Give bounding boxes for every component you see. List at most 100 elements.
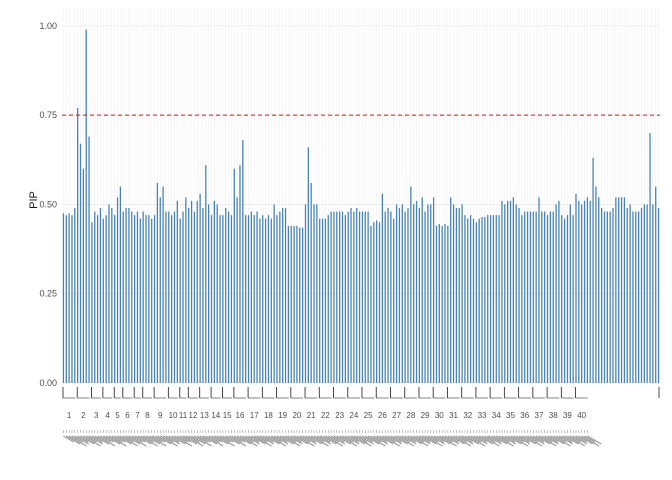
x-tick-label-stub [293, 435, 309, 445]
bar [344, 215, 346, 383]
x-tick-label-stub [231, 435, 243, 443]
x-tick-label-stub [142, 435, 154, 443]
bar [586, 197, 589, 383]
bar [79, 143, 82, 383]
bar [290, 225, 292, 383]
x-tick-label-stub [478, 435, 494, 445]
bar [341, 211, 344, 383]
x-tick-label-stub [567, 435, 586, 447]
x-tick-label-stub [196, 435, 208, 443]
bar [213, 200, 215, 383]
bar [245, 215, 247, 383]
bar [262, 215, 264, 383]
bar [210, 215, 213, 383]
x-tick-label-stub [157, 435, 172, 445]
bar [267, 215, 270, 383]
group-label: 15 [223, 411, 232, 420]
bar [424, 211, 426, 383]
y-tick-label: 1.00 [39, 21, 57, 31]
bar [407, 208, 409, 383]
bar [598, 197, 600, 383]
bar [529, 211, 532, 383]
x-tick-label-stub [581, 435, 600, 447]
bar [498, 215, 500, 383]
bar [450, 197, 452, 383]
bar [339, 211, 341, 383]
bar [136, 211, 139, 383]
bar [71, 215, 73, 383]
bar [301, 227, 304, 383]
x-tick-label-stub [128, 435, 147, 447]
bar [572, 215, 574, 383]
group-label: 37 [535, 411, 544, 420]
x-tick-label-stub [316, 435, 332, 445]
bar [296, 225, 298, 383]
bar [492, 215, 495, 383]
x-tick-label-stub [436, 435, 451, 445]
x-tick-label-stub [484, 435, 496, 443]
bar [139, 218, 141, 383]
x-tick-label-stub [114, 435, 126, 443]
x-tick-label-stub [544, 435, 559, 445]
x-tick-label-stub [410, 435, 429, 447]
x-tick-label-stub [447, 435, 459, 443]
x-tick-label-stub [188, 435, 200, 443]
x-tick-label-stub [518, 435, 530, 443]
x-tick-label-stub [279, 435, 294, 445]
bar [299, 227, 301, 383]
bar [484, 216, 486, 383]
x-tick-label-stub [424, 435, 443, 447]
bar [381, 193, 383, 383]
bar [219, 215, 221, 383]
bar [632, 211, 634, 383]
bar [242, 140, 244, 383]
x-tick-label-stub [256, 435, 268, 443]
group-label: 2 [81, 411, 86, 420]
group-label: 31 [449, 411, 458, 420]
bar [222, 215, 224, 383]
x-tick-label-stub [228, 435, 247, 447]
bar [649, 133, 651, 383]
x-tick-label-stub [182, 435, 198, 445]
bar [618, 197, 620, 383]
x-tick-label-stub [131, 435, 143, 443]
bar [378, 222, 381, 383]
bar [131, 211, 133, 383]
x-tick-label-stub [296, 435, 315, 447]
bar [395, 204, 398, 383]
x-tick-label-stub [202, 435, 218, 445]
x-tick-label-stub [487, 435, 502, 445]
bar [367, 211, 369, 383]
bar [504, 204, 506, 383]
bar [304, 204, 307, 383]
x-tick-label-stub [416, 435, 431, 445]
x-tick-label-stub [404, 435, 416, 443]
x-tick-label-stub [384, 435, 396, 443]
x-tick-label-stub [211, 435, 223, 443]
bar [188, 208, 190, 383]
x-tick-label-stub [268, 435, 287, 447]
bar [128, 208, 130, 383]
x-tick-label-stub [134, 435, 146, 443]
bar [581, 204, 583, 383]
bar [441, 225, 443, 383]
x-tick-label-stub [159, 435, 178, 447]
bar [82, 168, 84, 383]
group-label: 7 [135, 411, 140, 420]
x-tick-label-stub [501, 435, 517, 445]
x-tick-label-stub [453, 435, 472, 447]
bar [475, 222, 477, 383]
x-tick-label-stub [359, 435, 374, 445]
x-tick-label-stub [74, 435, 89, 445]
bar [102, 218, 104, 383]
x-tick-label-stub [288, 435, 303, 445]
x-tick-label-stub [168, 435, 180, 443]
bar [452, 204, 455, 383]
bar [458, 208, 460, 383]
bar [91, 222, 93, 383]
bar [196, 200, 198, 383]
x-tick-label-stub [370, 435, 382, 443]
x-tick-label-stub [433, 435, 445, 443]
x-tick-label-stub [467, 435, 486, 447]
